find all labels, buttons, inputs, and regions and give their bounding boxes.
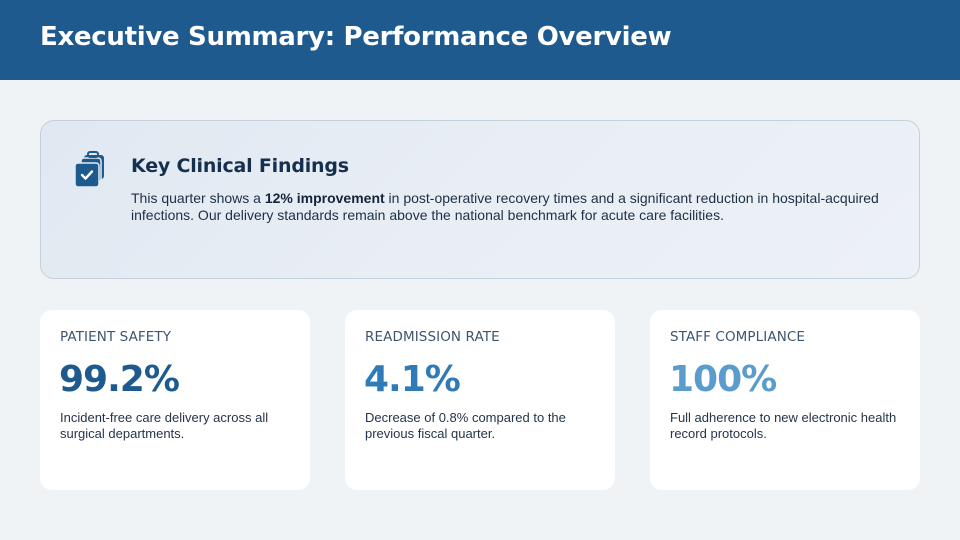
metric-description: Decrease of 0.8% compared to the previou… bbox=[365, 410, 566, 441]
metric-label: READMISSION RATE bbox=[365, 329, 500, 345]
findings-highlight: 12% improvement bbox=[264, 190, 385, 206]
metric-label: STAFF COMPLIANCE bbox=[670, 329, 806, 345]
metric-description: Incident-free care delivery across all s… bbox=[60, 410, 269, 441]
metric-label: PATIENT SAFETY bbox=[60, 329, 172, 345]
key-findings-panel: Key Clinical Findings This quarter shows… bbox=[40, 120, 920, 279]
findings-title: Key Clinical Findings bbox=[131, 155, 349, 177]
metric-card-staff-compliance: STAFF COMPLIANCE 100% Full adherence to … bbox=[650, 310, 920, 490]
metric-value: 99.2% bbox=[59, 359, 180, 400]
metric-card-patient-safety: PATIENT SAFETY 99.2% Incident-free care … bbox=[40, 310, 310, 490]
header-bar: Executive Summary: Performance Overview bbox=[0, 0, 960, 80]
metric-value: 4.1% bbox=[364, 359, 461, 400]
metric-description: Full adherence to new electronic health … bbox=[670, 410, 897, 441]
findings-body-text: in post-operative recovery times and a s… bbox=[131, 190, 879, 223]
clipboard-check-icon bbox=[73, 151, 107, 189]
metric-card-readmission-rate: READMISSION RATE 4.1% Decrease of 0.8% c… bbox=[345, 310, 615, 490]
page-title: Executive Summary: Performance Overview bbox=[40, 22, 672, 52]
findings-body-text: This quarter shows a bbox=[131, 190, 265, 206]
findings-body: This quarter shows a 12% improvement in … bbox=[131, 190, 901, 224]
metric-value: 100% bbox=[669, 359, 777, 400]
